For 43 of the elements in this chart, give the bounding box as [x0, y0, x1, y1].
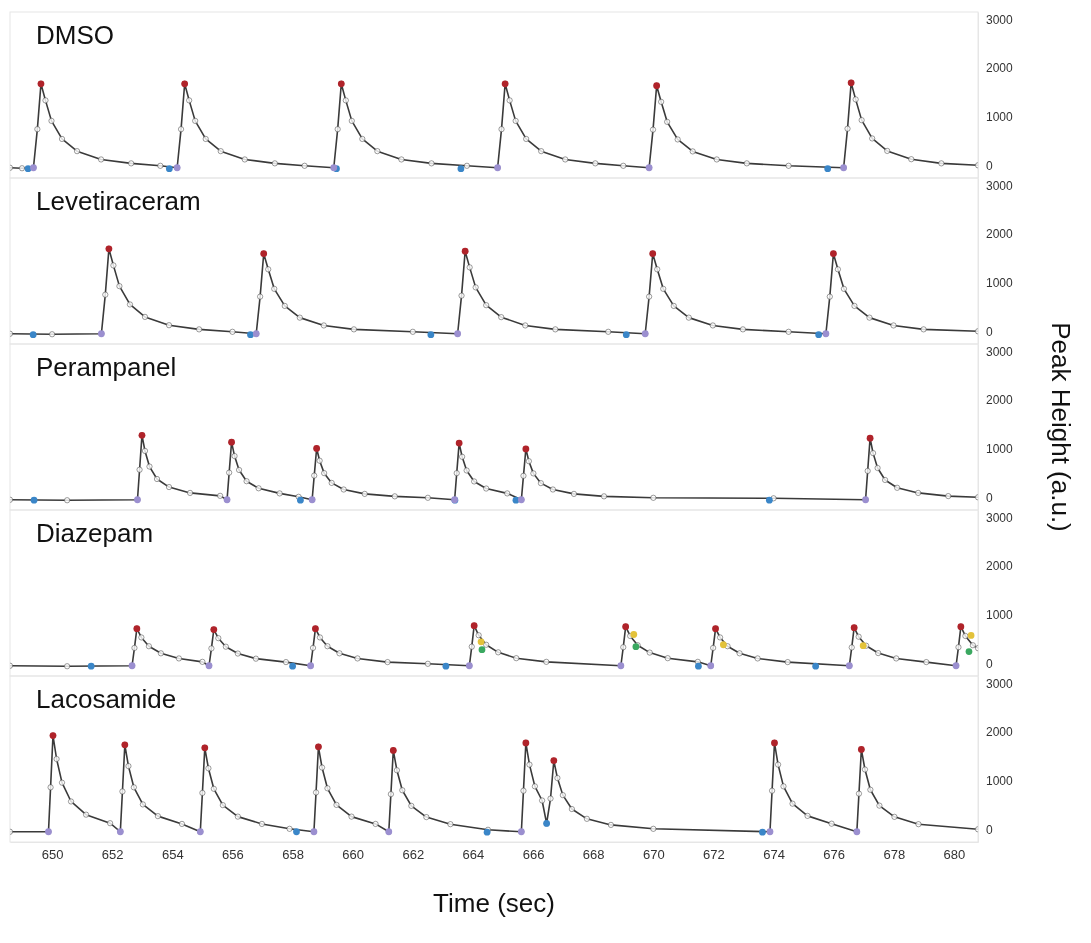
x-tick-label: 656 — [222, 847, 244, 863]
chart-title: Levetiraceram — [36, 186, 201, 216]
y-tick-label: 2000 — [986, 61, 1014, 76]
chart-title: Diazepam — [36, 518, 154, 548]
y-tick-label: 3000 — [986, 344, 1014, 359]
y-tick-label: 1000 — [986, 442, 1014, 457]
x-tick-label: 676 — [823, 847, 846, 863]
x-tick-label: 670 — [642, 847, 665, 863]
y-tick-label: 1000 — [986, 276, 1014, 291]
x-tick-label: 678 — [883, 847, 906, 863]
x-tick-label: 652 — [101, 847, 124, 863]
y-tick-label: 3000 — [986, 676, 1014, 691]
y-tick-label: 2000 — [986, 559, 1014, 574]
x-tick-label: 662 — [402, 847, 425, 863]
x-tick-label: 668 — [582, 847, 605, 863]
y-tick-label: 3000 — [986, 178, 1014, 193]
chart-title: Perampanel — [36, 352, 177, 382]
y-tick-label: 0 — [986, 325, 993, 340]
x-tick-label: 660 — [342, 847, 365, 863]
y-tick-label: 0 — [986, 657, 993, 672]
chart-title: DMSO — [36, 20, 114, 50]
x-tick-label: 672 — [703, 847, 725, 863]
x-tick-label: 666 — [522, 847, 545, 863]
y-tick-label: 1000 — [986, 110, 1014, 125]
y-tick-label: 3000 — [986, 510, 1014, 525]
y-tick-label: 3000 — [986, 12, 1014, 27]
chart-title: Lacosamide — [36, 684, 177, 714]
y-tick-label: 2000 — [986, 393, 1014, 408]
y-tick-label: 1000 — [986, 774, 1014, 789]
y-tick-label: 2000 — [986, 725, 1014, 740]
x-tick-label: 664 — [462, 847, 485, 863]
y-axis-title: Peak Height (a.u.) — [1046, 322, 1076, 532]
y-tick-label: 2000 — [986, 227, 1014, 242]
x-tick-label: 654 — [161, 847, 184, 863]
x-tick-label: 658 — [282, 847, 304, 863]
x-axis-title: Time (sec) — [433, 888, 555, 918]
x-tick-label: 674 — [763, 847, 785, 863]
x-tick-label: 680 — [943, 847, 966, 863]
x-tick-label: 650 — [41, 847, 64, 863]
y-tick-label: 0 — [986, 823, 993, 838]
y-tick-label: 1000 — [986, 608, 1014, 623]
y-tick-label: 0 — [986, 159, 993, 174]
y-tick-label: 0 — [986, 491, 993, 506]
